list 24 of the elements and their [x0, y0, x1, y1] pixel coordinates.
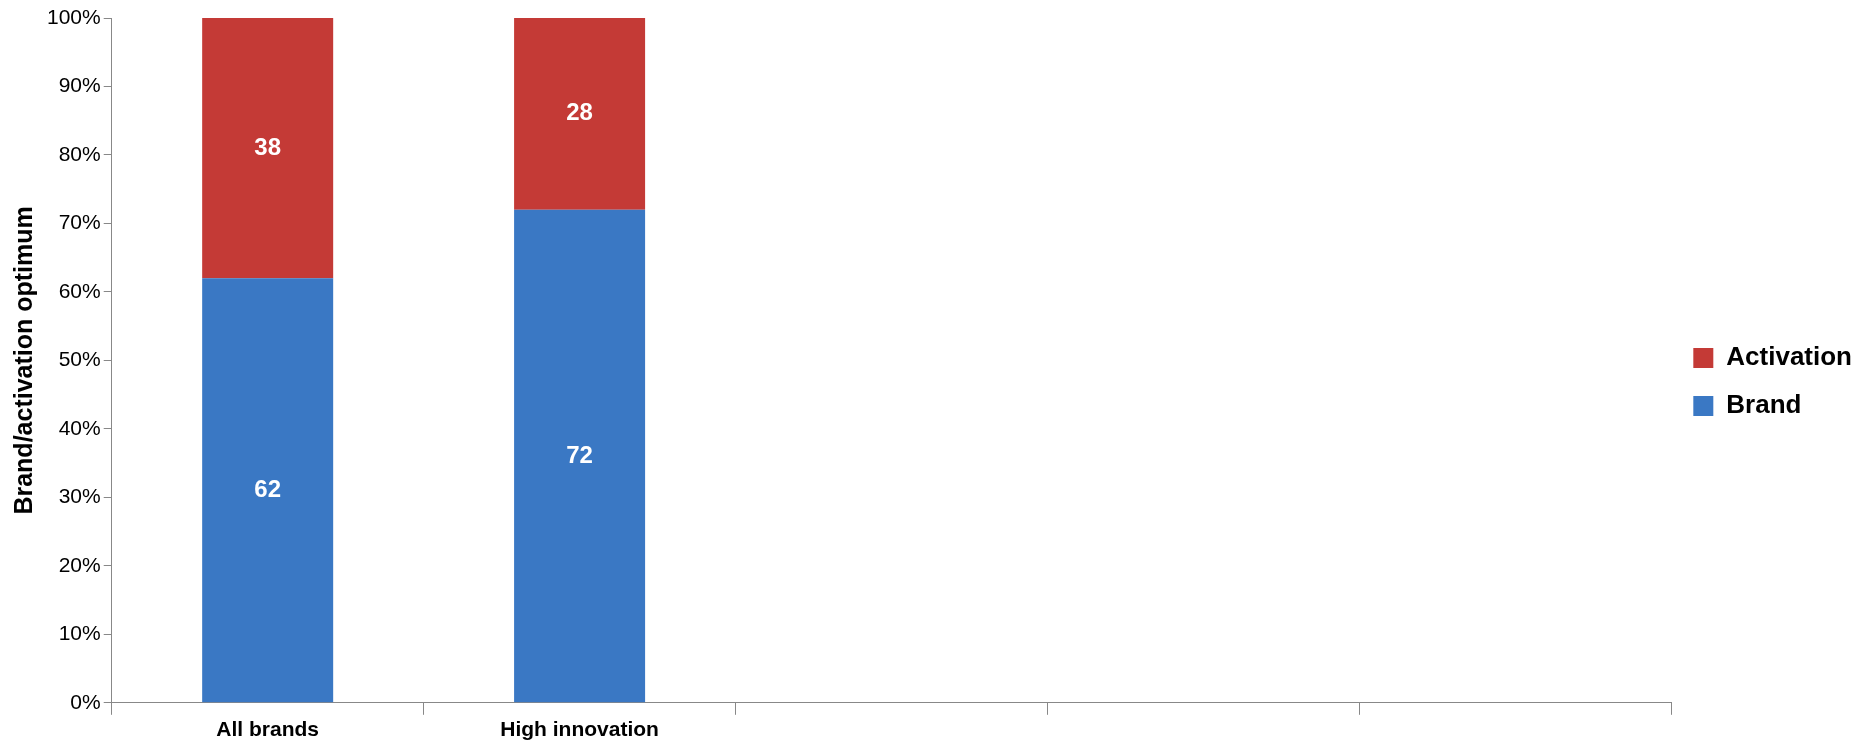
bar — [202, 278, 334, 703]
y-tick-label: 0% — [70, 689, 101, 713]
data-label: 28 — [566, 98, 593, 126]
bar — [514, 18, 646, 210]
y-tick-label: 30% — [58, 484, 101, 508]
x-tick-label: High innovation — [500, 717, 659, 741]
legend-label: Brand — [1726, 389, 1802, 420]
y-tick-label: 80% — [58, 141, 101, 165]
y-tick-label: 50% — [58, 347, 101, 371]
data-label: 72 — [566, 440, 593, 468]
y-tick-label: 20% — [58, 552, 101, 576]
legend-label: Activation — [1726, 341, 1852, 372]
y-tick-label: 70% — [58, 210, 101, 234]
y-tick-label: 40% — [58, 415, 101, 439]
x-tick-label: All brands — [216, 717, 320, 741]
y-tick-label: 10% — [58, 621, 101, 645]
y-tick-label: 90% — [58, 73, 101, 97]
data-label: 38 — [254, 132, 282, 160]
y-tick-label: 60% — [58, 278, 101, 302]
y-axis-title: Brand/activation optimum — [8, 206, 37, 515]
y-tick-label: 100% — [46, 4, 101, 28]
data-label: 62 — [254, 474, 282, 502]
bar — [514, 209, 646, 703]
bar — [202, 18, 334, 279]
